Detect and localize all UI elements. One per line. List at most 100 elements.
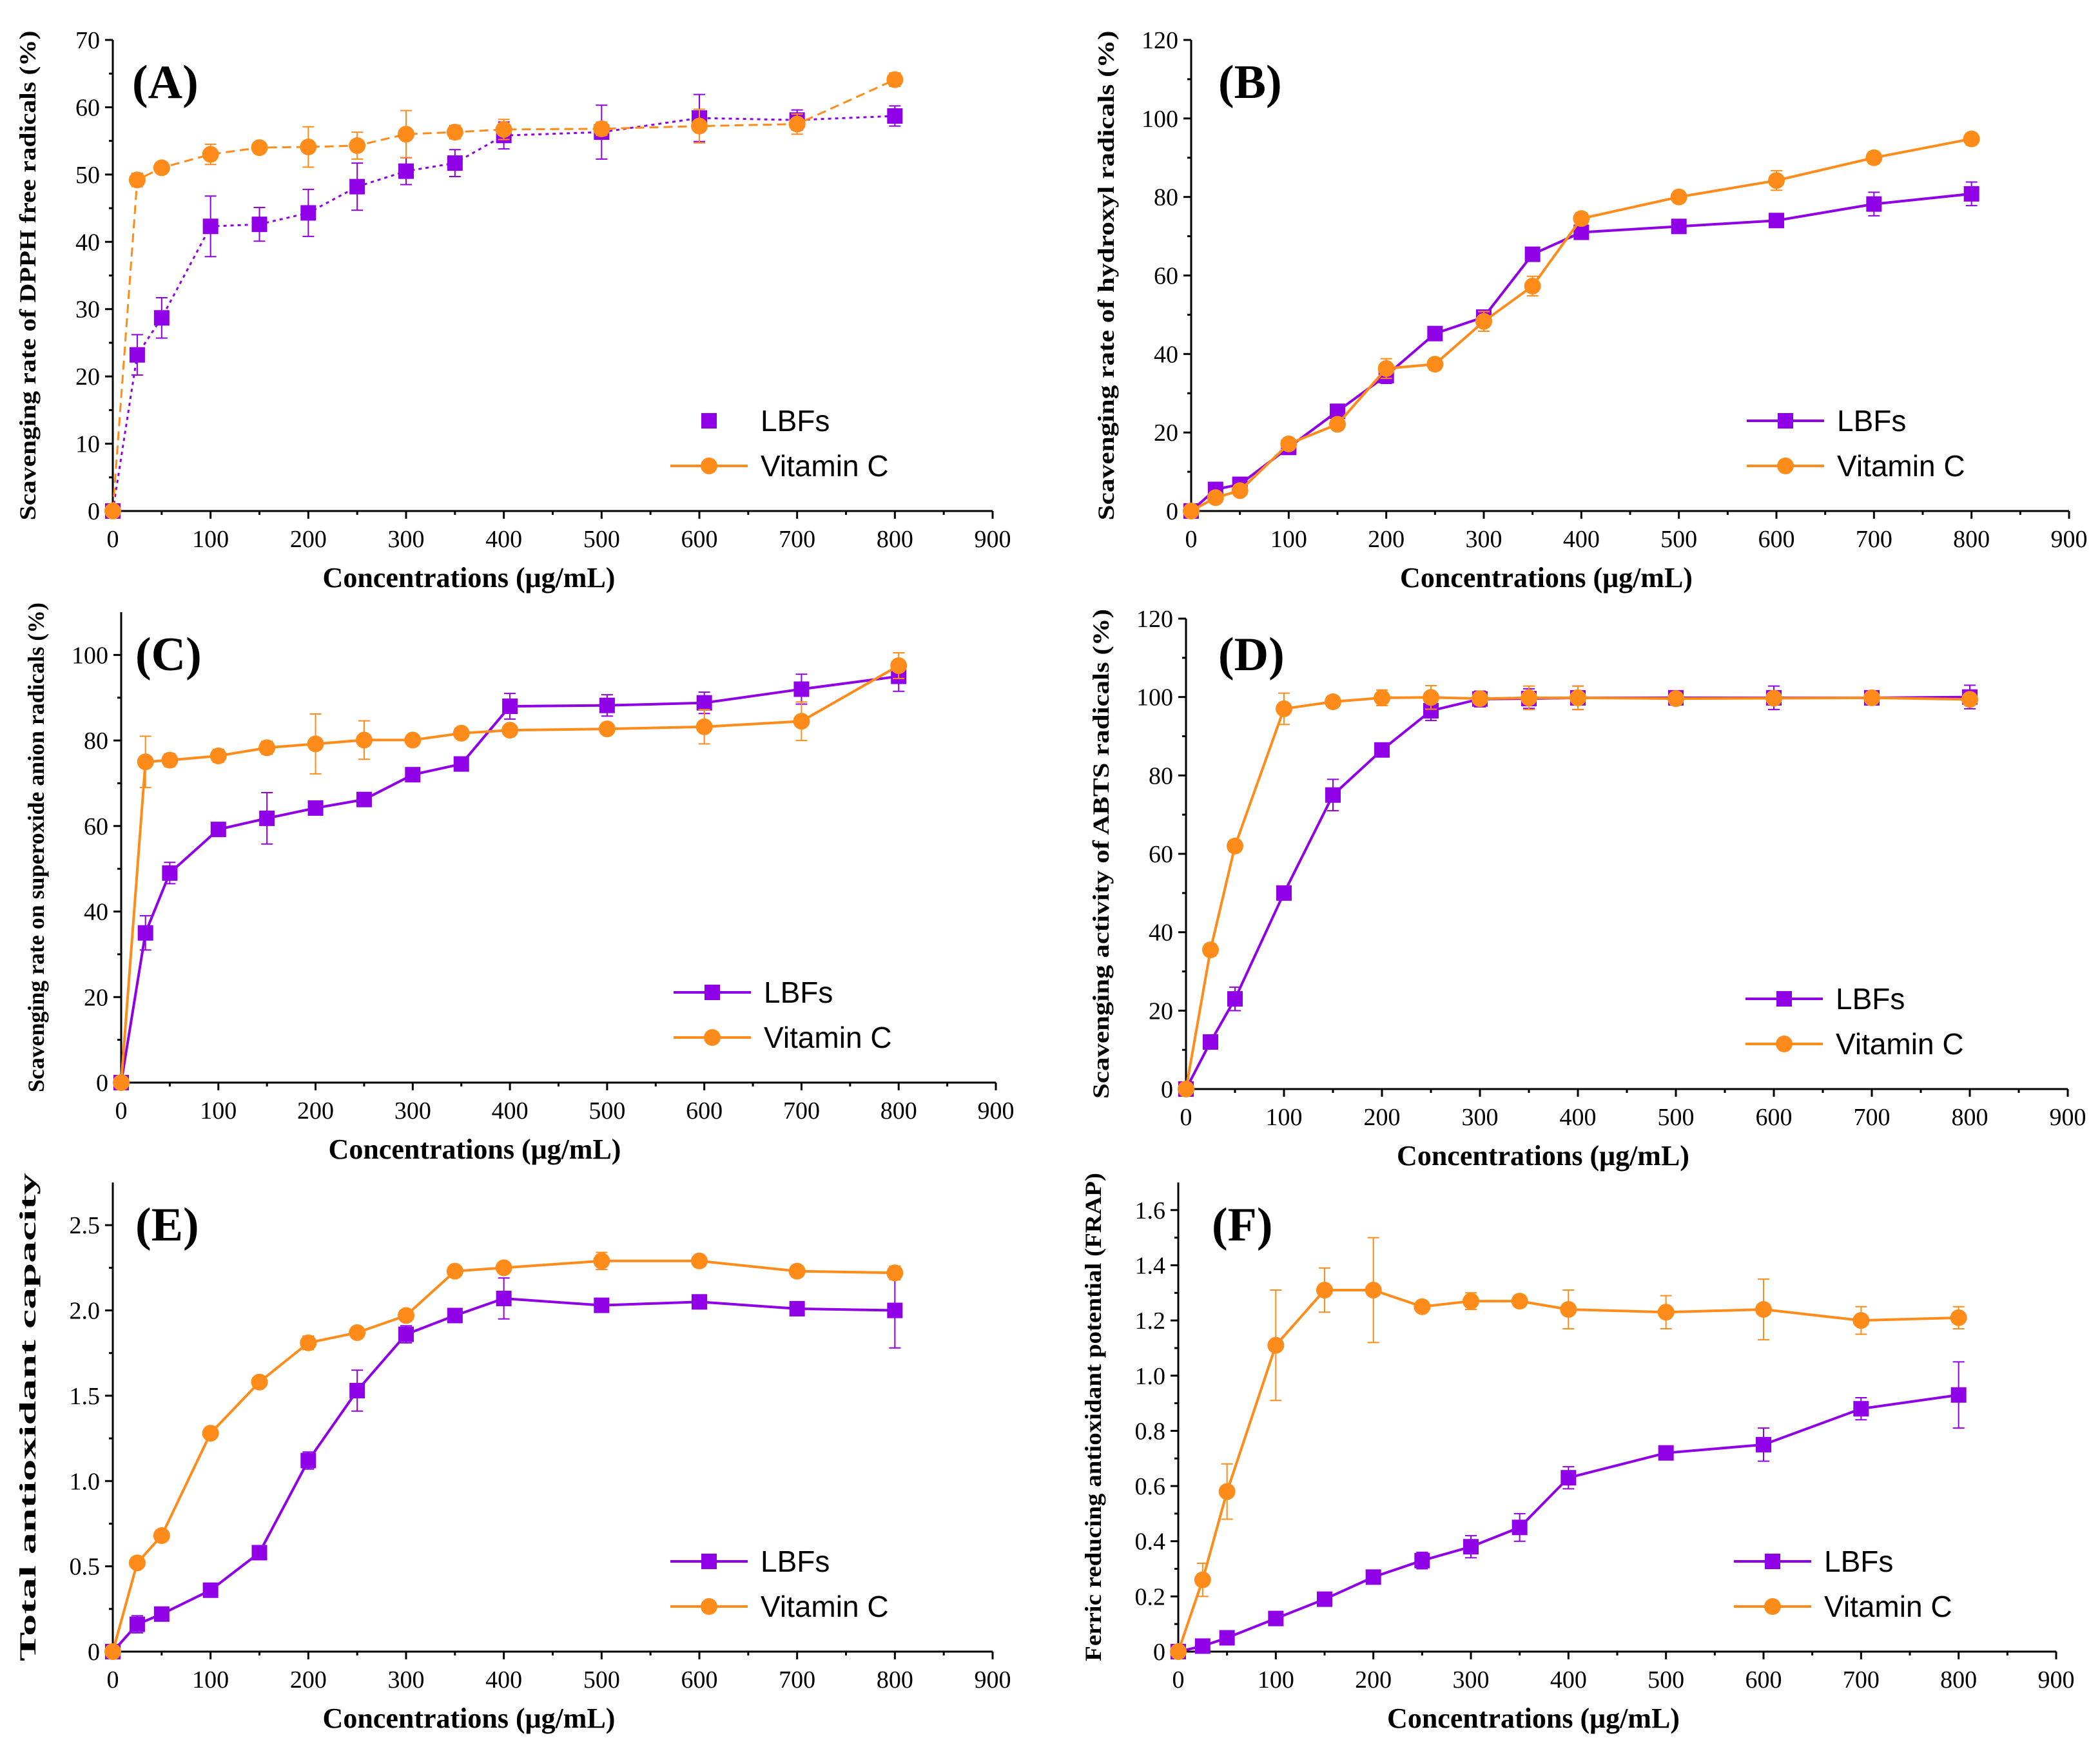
data-point <box>1203 1034 1218 1050</box>
data-point <box>398 1307 414 1324</box>
x-tick-label: 400 <box>492 1097 529 1124</box>
x-tick-label: 800 <box>877 526 913 553</box>
data-point <box>1524 246 1541 262</box>
data-point <box>1218 1483 1236 1500</box>
data-point <box>1950 1387 1967 1403</box>
panel-label: (A) <box>132 56 199 109</box>
legend-label: Vitamin C <box>1837 449 1965 483</box>
chart-panel-a: 0 100 200 300 400 500 600 700 800 900 0 10 20 30 40 50 6… <box>15 27 1011 593</box>
x-tick-label: 500 <box>1660 526 1697 553</box>
x-tick-label: 700 <box>1843 1666 1880 1693</box>
data-point <box>398 126 414 143</box>
x-tick-label: 600 <box>681 1666 718 1693</box>
data-point <box>404 731 422 749</box>
data-point <box>355 731 373 749</box>
data-point <box>300 139 317 156</box>
x-tick-label: 200 <box>1364 1104 1401 1131</box>
data-point <box>788 1262 806 1280</box>
x-tick-label: 0 <box>115 1097 128 1124</box>
data-point <box>1950 1309 1967 1326</box>
data-point <box>137 753 154 771</box>
x-tick-label: 600 <box>1756 1104 1793 1131</box>
data-point <box>1560 1470 1577 1486</box>
y-tick-label: 60 <box>75 94 100 121</box>
x-tick-label: 400 <box>1550 1666 1587 1693</box>
data-point <box>890 657 908 674</box>
legend-marker <box>701 458 717 474</box>
y-tick-label: 1.2 <box>1135 1307 1166 1335</box>
legend-item-vitamin-c: Vitamin C <box>674 1021 892 1054</box>
data-point <box>788 115 806 133</box>
x-tick-label: 600 <box>686 1097 723 1124</box>
data-point <box>258 739 276 757</box>
data-point <box>1768 172 1785 189</box>
legend-marker <box>1764 1598 1781 1615</box>
x-axis-title: Concentrations (μg/mL) <box>323 1703 616 1734</box>
data-point <box>104 1643 121 1660</box>
data-point <box>129 1616 145 1632</box>
data-point <box>251 1545 267 1561</box>
x-tick-label: 300 <box>394 1097 431 1124</box>
data-point <box>137 925 153 941</box>
data-point <box>453 756 469 772</box>
data-point <box>495 121 512 138</box>
series-line <box>1185 696 1970 1090</box>
x-tick-label: 100 <box>200 1097 237 1124</box>
legend-item-lbfs: LBFs <box>1745 982 1905 1016</box>
x-tick-label: 700 <box>779 526 815 553</box>
data-point <box>789 1300 805 1317</box>
legend-label: LBFs <box>764 976 833 1009</box>
y-tick-label: 20 <box>1149 998 1173 1025</box>
data-point <box>1963 186 1979 202</box>
data-point <box>1267 1336 1285 1354</box>
series-vitamin-c <box>1183 130 1980 519</box>
data-point <box>153 310 170 326</box>
x-tick-label: 900 <box>975 1666 1011 1693</box>
legend-marker <box>1777 458 1794 474</box>
data-point <box>501 722 519 739</box>
y-axis-title: Scavenging rate of DPPH free radicals (%… <box>15 31 41 521</box>
data-point <box>1463 1539 1479 1555</box>
data-point <box>598 720 616 738</box>
data-point <box>1427 325 1443 342</box>
x-tick-label: 200 <box>297 1097 334 1124</box>
series-lbfs <box>105 1272 903 1659</box>
data-point <box>1227 991 1243 1007</box>
legend-label: Vitamin C <box>1824 1590 1952 1623</box>
x-tick-label: 900 <box>975 526 1011 553</box>
x-tick-label: 600 <box>681 526 718 553</box>
series-vitamin-c <box>104 71 904 519</box>
data-point <box>1670 188 1687 206</box>
y-tick-label: 1.0 <box>1135 1363 1166 1390</box>
x-axis-title: Concentrations (μg/mL) <box>1397 1140 1689 1172</box>
data-point <box>1475 313 1492 330</box>
x-tick-label: 800 <box>1953 526 1990 553</box>
data-point <box>446 124 463 141</box>
x-tick-label: 100 <box>192 1666 229 1693</box>
data-point <box>793 681 810 697</box>
x-tick-label: 100 <box>1270 526 1307 553</box>
x-tick-label: 600 <box>1745 1666 1782 1693</box>
data-point <box>1377 360 1395 377</box>
x-tick-label: 0 <box>1172 1666 1185 1693</box>
x-tick-label: 900 <box>2038 1666 2075 1693</box>
data-point <box>129 347 145 363</box>
data-point <box>793 713 810 730</box>
data-point <box>1414 1298 1431 1315</box>
data-point <box>128 1554 146 1572</box>
series-line <box>120 675 899 1083</box>
data-point <box>1231 482 1249 499</box>
y-tick-label: 0 <box>1166 498 1178 525</box>
series-line <box>1190 192 1972 512</box>
data-point <box>1325 787 1341 803</box>
data-point <box>1865 149 1883 166</box>
y-tick-label: 80 <box>84 728 108 755</box>
x-tick-label: 500 <box>583 526 620 553</box>
data-point <box>1511 1293 1528 1310</box>
data-point <box>496 1291 512 1307</box>
x-tick-label: 0 <box>1180 1104 1192 1131</box>
data-point <box>202 218 219 235</box>
y-axis-title: Scavenging activity of ABTS radicals (%) <box>1088 609 1114 1099</box>
data-point <box>1374 742 1390 758</box>
data-point <box>452 724 470 742</box>
